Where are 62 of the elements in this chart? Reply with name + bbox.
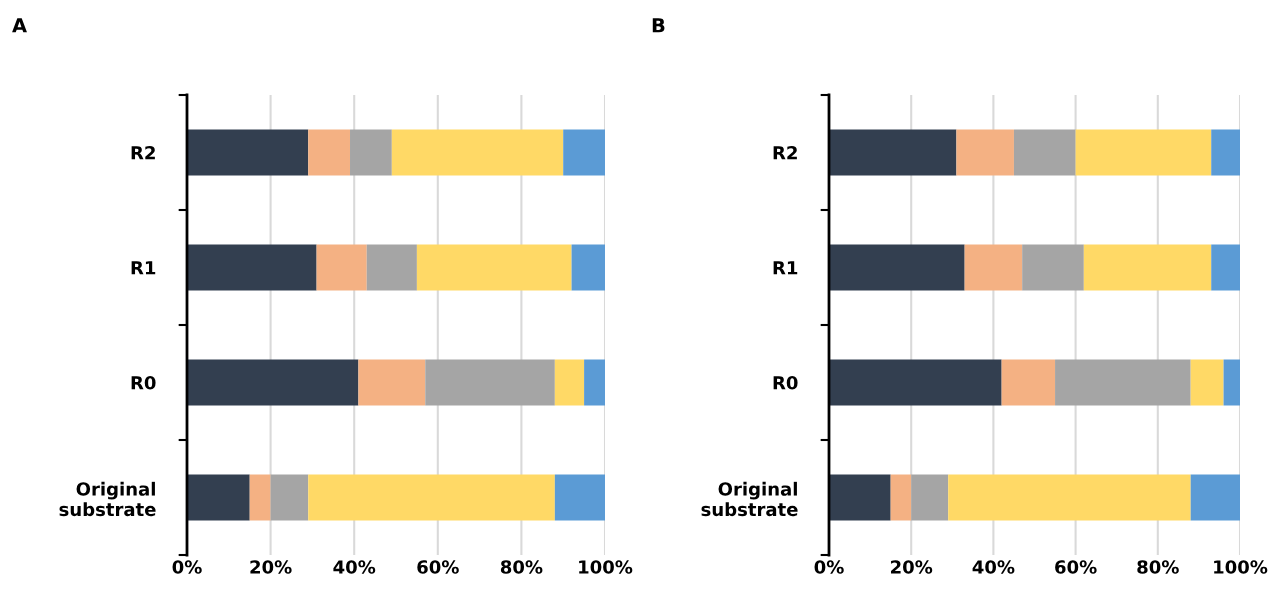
bar bbox=[1211, 244, 1240, 291]
bar bbox=[571, 244, 605, 291]
x-tick-label: 20% bbox=[250, 560, 292, 574]
y-tick-label: Original substrate bbox=[59, 481, 156, 517]
bar bbox=[1190, 474, 1240, 521]
bar bbox=[187, 474, 250, 521]
bar bbox=[554, 359, 585, 406]
bar bbox=[316, 244, 367, 291]
bar bbox=[1001, 359, 1056, 406]
x-tick-label: 20% bbox=[891, 560, 933, 574]
x-tick-label: 0% bbox=[172, 560, 202, 574]
y-tick-label: R2 bbox=[131, 145, 155, 160]
bar bbox=[358, 359, 426, 406]
x-tick-label: 80% bbox=[500, 560, 543, 574]
y-tick-label: R1 bbox=[131, 261, 156, 275]
y-tick-label: Original substrate bbox=[701, 481, 798, 517]
x-tick-label: 60% bbox=[1055, 560, 1097, 574]
bar bbox=[1075, 129, 1212, 176]
bar bbox=[948, 474, 1191, 521]
bar bbox=[829, 474, 891, 521]
bar bbox=[308, 474, 555, 521]
bar bbox=[187, 244, 317, 291]
bar bbox=[187, 359, 359, 406]
bar bbox=[554, 474, 605, 521]
x-tick-label: 100% bbox=[1214, 560, 1268, 574]
bar bbox=[1013, 129, 1076, 176]
y-tick-label: R2 bbox=[773, 145, 797, 160]
bar bbox=[1022, 244, 1084, 291]
x-tick-label: 40% bbox=[972, 560, 1015, 574]
bar bbox=[1223, 359, 1240, 406]
y-tick-label: R1 bbox=[773, 261, 798, 275]
x-tick-label: 40% bbox=[333, 560, 376, 574]
bar bbox=[911, 474, 949, 521]
bar bbox=[563, 129, 605, 176]
text: B bbox=[652, 18, 665, 33]
bar bbox=[187, 129, 309, 176]
y-tick-label: R0 bbox=[131, 375, 156, 390]
bar bbox=[1083, 244, 1212, 291]
bar bbox=[425, 359, 555, 406]
bar bbox=[829, 359, 1002, 406]
bar bbox=[270, 474, 309, 521]
bar bbox=[249, 474, 271, 521]
bar bbox=[964, 244, 1023, 291]
bar bbox=[308, 129, 351, 176]
bar bbox=[829, 129, 957, 176]
bar bbox=[1211, 129, 1240, 176]
x-tick-label: 100% bbox=[579, 560, 633, 574]
bar bbox=[1055, 359, 1191, 406]
bar bbox=[391, 129, 564, 176]
x-tick-label: 80% bbox=[1137, 560, 1179, 574]
bar bbox=[350, 129, 392, 176]
text: A bbox=[12, 18, 27, 33]
bar bbox=[956, 129, 1014, 176]
bar bbox=[1190, 359, 1224, 406]
bar bbox=[366, 244, 417, 291]
bar bbox=[416, 244, 572, 291]
x-tick-label: 60% bbox=[417, 560, 459, 574]
bar bbox=[584, 359, 605, 406]
x-tick-label: 0% bbox=[814, 560, 844, 574]
bar bbox=[890, 474, 912, 521]
bar bbox=[829, 244, 965, 291]
y-tick-label: R0 bbox=[773, 375, 798, 390]
